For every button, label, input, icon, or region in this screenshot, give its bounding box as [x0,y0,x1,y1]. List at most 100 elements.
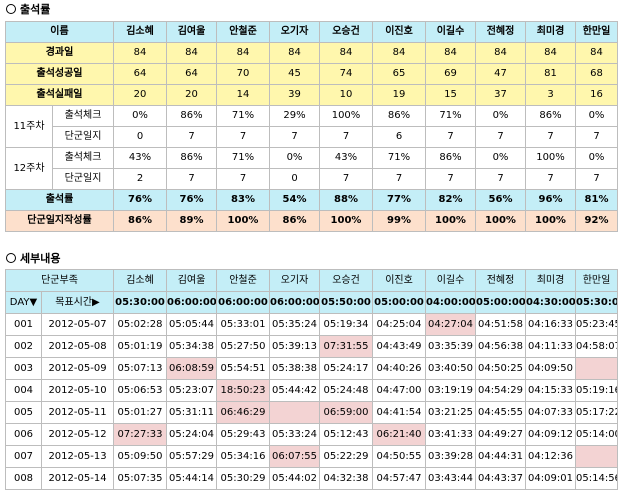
attendance-rate: 82% [425,189,476,211]
member-name-header: 전혜정 [475,21,526,43]
checkin-time: 05:33:24 [269,423,320,446]
attendance-summary-table: 이름 김소혜 김여울 안철준 오기자 오승건 이진호 이길수 전혜정 최미경 한만일 경과일 84 84 8… [5,21,618,232]
circle-bullet-icon [6,4,16,14]
week-value: 0% [475,147,526,169]
checkin-time: 05:07:13 [113,357,167,380]
checkin-time: 05:27:50 [216,335,270,358]
member-name-header: 이진호 [372,21,426,43]
checkin-time: 04:50:25 [475,357,526,380]
checkin-time: 04:25:04 [372,313,426,336]
journal-rate: 86% [269,210,320,232]
checkin-time: 06:21:40 [372,423,426,446]
summary-value: 84 [216,42,270,64]
week-value: 7 [425,126,476,148]
row-label: 단군일지 [52,126,114,148]
date-cell: 2012-05-10 [41,379,114,402]
detail-row: 005 2012-05-11 05:01:27 05:31:11 06:46:29 06:… [5,401,618,424]
summary-value: 84 [525,42,576,64]
week-value: 43% [113,147,167,169]
checkin-time: 05:54:51 [216,357,270,380]
checkin-time: 04:41:54 [372,401,426,424]
attendance-rate: 81% [575,189,618,211]
member-name-header: 전혜정 [475,269,526,292]
day-number: 008 [5,467,42,490]
row-label: 단군일지작성률 [5,210,114,232]
week-value: 71% [372,147,426,169]
week-value: 71% [216,147,270,169]
date-cell: 2012-05-11 [41,401,114,424]
checkin-time: 05:34:38 [166,335,217,358]
checkin-time: 05:24:48 [319,379,373,402]
checkin-time: 05:05:44 [166,313,217,336]
section-title-text: 출석률 [20,3,51,16]
summary-row: 출석실패일 20 20 14 39 10 19 15 37 3 16 [5,84,618,106]
member-name-header: 오승건 [319,21,373,43]
target-time: 05:50:00 [319,291,373,314]
journal-rate: 100% [216,210,270,232]
summary-row: 경과일 84 84 84 84 84 84 84 84 84 84 [5,42,618,64]
checkin-time: 03:19:19 [425,379,476,402]
member-name-header: 최미경 [525,21,576,43]
week-row: 11주차 출석체크 0% 86% 71% 29% 100% 86% 71% 0% 86% 0% [5,105,618,148]
week-value: 7 [166,126,217,148]
date-cell: 2012-05-12 [41,423,114,446]
checkin-time: 04:27:04 [425,313,476,336]
detail-row: 003 2012-05-09 05:07:13 06:08:59 05:54:51 05:… [5,357,618,380]
checkin-time [575,445,618,468]
checkin-time: 03:35:39 [425,335,476,358]
date-cell: 2012-05-08 [41,335,114,358]
checkin-time: 04:40:26 [372,357,426,380]
attendance-rate: 54% [269,189,320,211]
week-label: 12주차 [5,147,53,190]
attendance-rate: 77% [372,189,426,211]
journal-rate: 92% [575,210,618,232]
week-value: 7 [525,168,576,190]
checkin-time: 05:44:42 [269,379,320,402]
week-value: 86% [166,147,217,169]
checkin-time: 03:21:25 [425,401,476,424]
week-value: 7 [319,126,373,148]
attendance-rate: 56% [475,189,526,211]
checkin-time: 05:22:29 [319,445,373,468]
member-name-header: 한만일 [575,21,618,43]
summary-value: 81 [525,63,576,85]
week-value: 7 [216,168,270,190]
week-value: 100% [525,147,576,169]
week-value: 0 [269,168,320,190]
checkin-time: 04:51:58 [475,313,526,336]
summary-value: 3 [525,84,576,106]
summary-value: 47 [475,63,526,85]
checkin-time: 04:43:49 [372,335,426,358]
checkin-time: 04:54:29 [475,379,526,402]
detail-row: 004 2012-05-10 05:06:53 05:23:07 18:50:23 05:… [5,379,618,402]
checkin-time: 05:01:27 [113,401,167,424]
day-number: 006 [5,423,42,446]
week-value: 7 [475,126,526,148]
checkin-time [575,357,618,380]
summary-value: 84 [166,42,217,64]
member-name-header: 이진호 [372,269,426,292]
checkin-time: 04:15:33 [525,379,576,402]
week-value: 71% [425,105,476,127]
week-value: 6 [372,126,426,148]
target-time: 06:00:00 [216,291,270,314]
summary-value: 84 [319,42,373,64]
checkin-time: 04:57:47 [372,467,426,490]
member-name-header: 김여울 [166,269,217,292]
checkin-time: 06:08:59 [166,357,217,380]
row-label: 출석률 [5,189,114,211]
week-value: 86% [425,147,476,169]
header-label: 이름 [5,21,114,43]
target-time: 05:00:00 [372,291,426,314]
checkin-time: 05:33:01 [216,313,270,336]
checkin-time: 04:09:50 [525,357,576,380]
target-time: 05:00:00 [475,291,526,314]
target-time-label: 목표시간▶ [41,291,114,314]
checkin-time: 05:34:16 [216,445,270,468]
date-cell: 2012-05-14 [41,467,114,490]
checkin-time: 04:32:38 [319,467,373,490]
target-time: 04:00:00 [425,291,476,314]
detail-row: 006 2012-05-12 07:27:33 05:24:04 05:29:43 05:… [5,423,618,446]
checkin-time: 04:09:01 [525,467,576,490]
week-value: 7 [575,126,618,148]
